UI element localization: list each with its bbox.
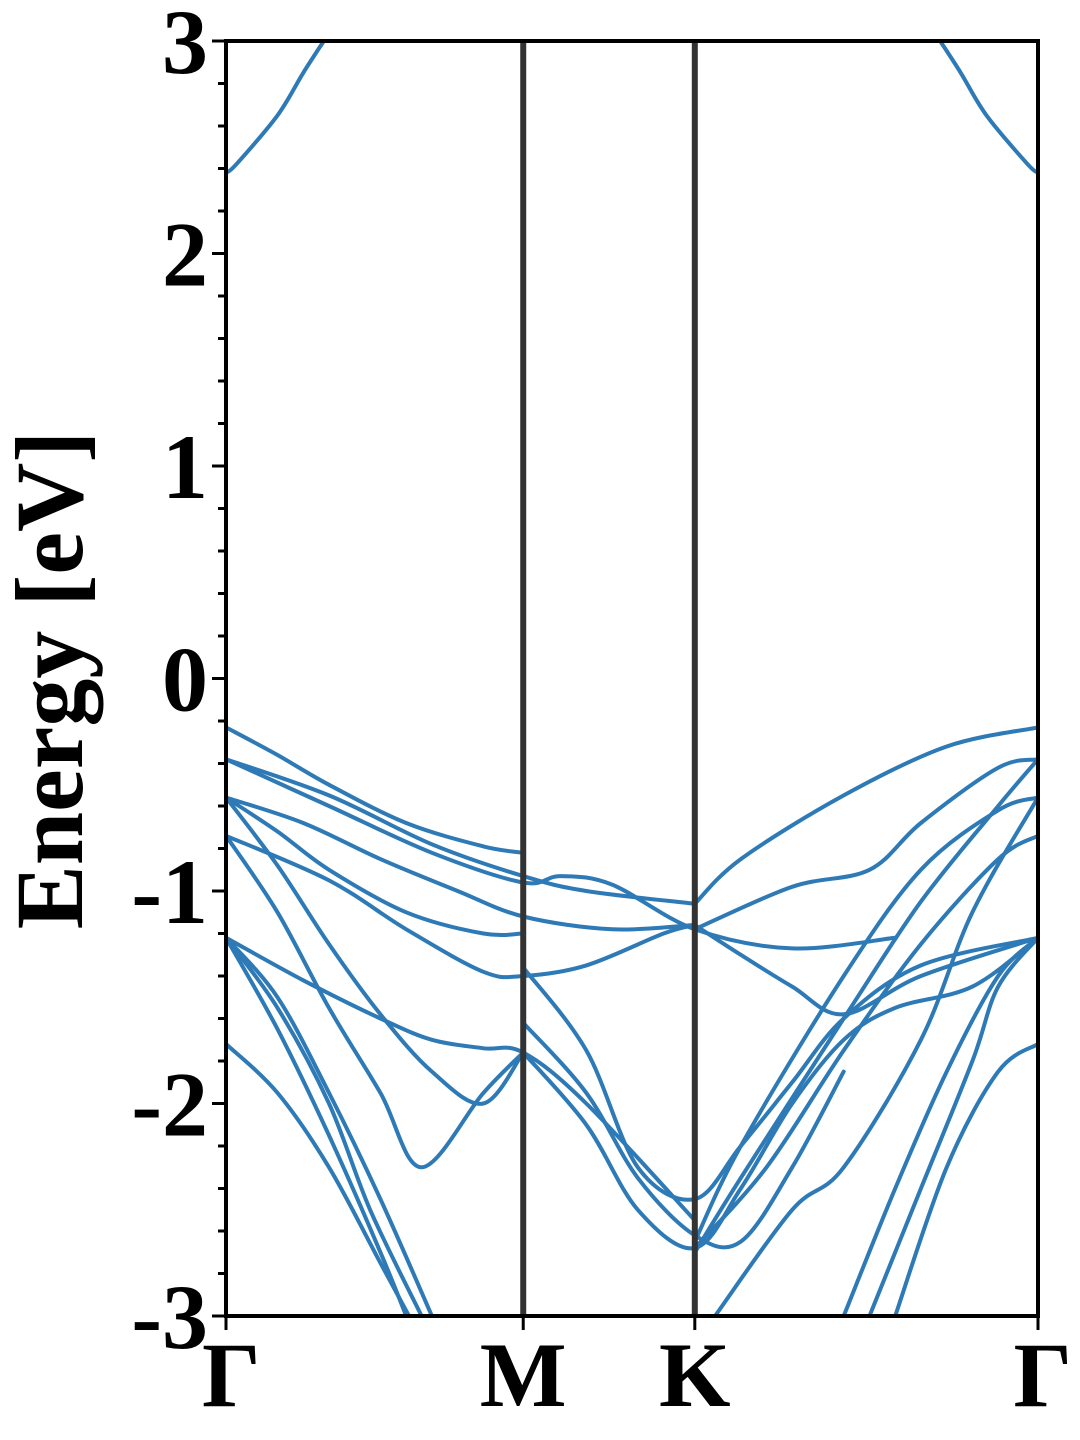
band-line-28 xyxy=(938,41,1038,175)
band-line-7 xyxy=(226,935,697,1223)
band-line-26 xyxy=(893,1042,1038,1316)
y-axis-ticks: 3 2 1 0 -1 -2 -3 xyxy=(131,0,226,1368)
band-line-4 xyxy=(226,795,697,932)
band-line-21 xyxy=(692,795,1038,1244)
band-line-25 xyxy=(867,935,1038,1316)
band-line-9 xyxy=(226,833,526,1170)
y-tick-label: -2 xyxy=(131,1054,208,1156)
x-tick-label-4: Γ xyxy=(1013,1324,1072,1426)
band-line-5 xyxy=(226,795,526,938)
band-line-11 xyxy=(226,935,424,1316)
y-tick-label: 3 xyxy=(162,0,208,93)
y-tick-label: 2 xyxy=(162,204,208,306)
band-line-17 xyxy=(692,923,1038,1017)
x-tick-label-1: Γ xyxy=(202,1324,261,1426)
band-line-3 xyxy=(226,757,898,951)
x-tick-label-2: M xyxy=(480,1324,567,1426)
y-axis-label: Energy [eV] xyxy=(0,431,103,930)
y-tick-label: 0 xyxy=(162,629,208,731)
y-tick-label: -3 xyxy=(131,1266,208,1368)
band-line-16 xyxy=(521,935,1038,1202)
band-line-2 xyxy=(226,757,697,906)
high-symmetry-dividers xyxy=(520,41,698,1316)
band-line-19 xyxy=(692,757,1038,932)
band-line-22 xyxy=(692,833,1038,1250)
band-line-27 xyxy=(226,41,326,175)
band-line-10 xyxy=(226,935,409,1316)
band-line-18 xyxy=(692,725,1038,906)
band-line-1 xyxy=(226,725,526,855)
band-line-23 xyxy=(713,795,1038,1316)
x-tick-label-3: K xyxy=(659,1324,731,1426)
y-tick-label: -1 xyxy=(131,841,208,943)
band-line-8 xyxy=(226,795,526,1106)
band-line-6 xyxy=(226,833,697,980)
plot-frame xyxy=(224,39,1040,1318)
band-lines xyxy=(226,41,1038,1316)
band-line-20 xyxy=(692,757,1038,1255)
y-tick-label: 1 xyxy=(162,416,208,518)
band-line-12 xyxy=(226,935,434,1316)
band-line-13 xyxy=(226,1042,412,1316)
band-line-24 xyxy=(841,935,1038,1316)
